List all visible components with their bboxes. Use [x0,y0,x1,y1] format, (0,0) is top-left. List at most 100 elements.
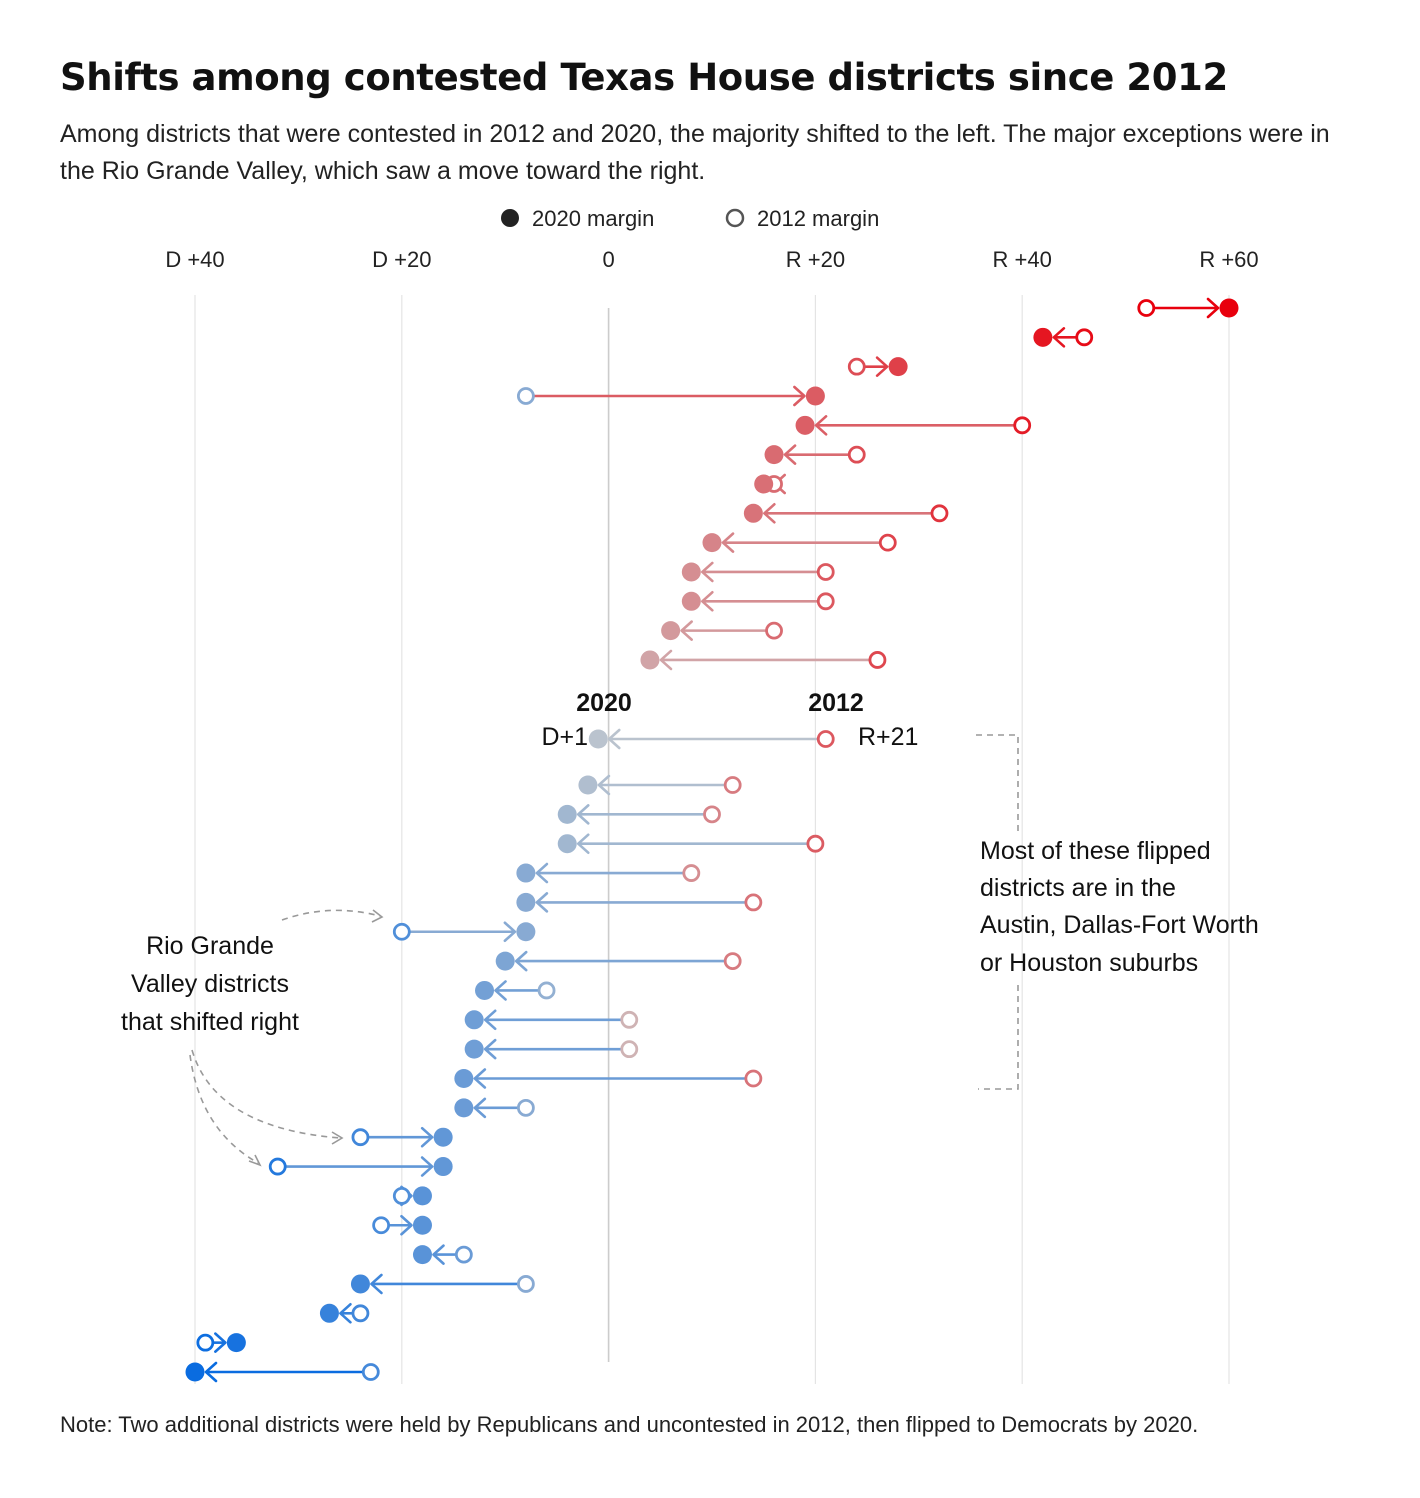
margin-2020-point-30 [412,1245,432,1265]
margin-2012-point-17 [682,864,701,882]
margin-2012-point-32 [351,1304,370,1323]
margin-2020-point-19 [516,922,536,942]
chart-title: Shifts among contested Texas House distr… [60,56,1228,99]
shift-arrowhead-14 [597,774,611,796]
shift-arrowhead-24 [473,1068,487,1089]
valley-annotation-line-2: Valley districts [131,970,289,998]
shift-arrowhead-29 [400,1214,413,1236]
margin-2012-point-4 [1013,416,1032,435]
margin-2012-point-0 [1137,299,1156,317]
margin-2020-point-5 [764,445,784,465]
margin-2020-point-2 [888,357,908,377]
margin-2020-point-33 [226,1333,246,1353]
shift-arrowhead-25 [473,1097,487,1119]
margin-2012-point-26 [351,1128,370,1147]
margin-2012-point-33 [196,1333,215,1352]
district-row-7 [743,503,949,524]
margin-2012-point-5 [847,445,866,464]
district-row-11 [661,620,783,641]
district-row-22 [464,1009,639,1031]
suburbs-annotation-line-4: or Houston suburbs [980,949,1198,977]
shift-arrowhead-15 [576,804,590,825]
margin-2012-point-10 [816,592,835,611]
district-row-12 [640,649,887,671]
margin-2012-point-2 [847,357,866,376]
shift-arrowhead-34 [204,1361,218,1383]
margin-2020-point-7 [743,503,763,523]
district-row-3 [516,385,825,407]
margin-2020-point-17 [516,863,536,883]
shift-arrowhead-0 [1206,297,1220,319]
margin-2020-point-28 [412,1186,432,1206]
district-row-6 [754,473,786,495]
district-row-33 [196,1332,246,1353]
margin-2012-point-19 [392,922,411,941]
shift-arrowhead-30 [432,1244,445,1265]
shift-arrowhead-3 [793,385,806,407]
shift-arrowhead-22 [483,1009,497,1031]
valley-annotation-line-1: Rio Grande [146,932,274,960]
shift-arrowhead-4 [814,415,828,436]
district-row-28 [392,1185,432,1207]
margin-2012-point-3 [516,387,535,405]
district-row-29 [372,1214,432,1236]
district-row-16 [557,833,825,854]
chart-note: Note: Two additional districts were held… [60,1412,1199,1437]
margin-2012-point-15 [703,805,721,824]
margin-2020-point-10 [681,591,701,611]
valley-annotation-line-3: that shifted right [121,1008,299,1036]
shift-arrowhead-11 [680,620,693,641]
key-label-2020: 2020 [576,689,632,717]
valley-arrow-upper-head [371,909,384,923]
suburbs-annotation-line-2: districts are in the [980,874,1176,902]
valley-arrow-lower [189,1054,259,1164]
margin-2012-point-29 [372,1216,391,1235]
district-row-14 [578,774,742,796]
margin-2020-point-34 [185,1362,205,1382]
shift-arrowhead-27 [420,1156,434,1177]
margin-2012-point-30 [454,1245,473,1264]
district-row-19 [392,921,536,943]
margin-2020-point-13 [588,729,608,749]
district-row-30 [412,1244,473,1265]
shift-arrowhead-31 [370,1273,383,1295]
margin-2020-point-14 [578,775,598,795]
margin-2012-point-34 [361,1363,380,1381]
valley-arrow-mid [191,1049,341,1139]
tick-label-2: 0 [602,247,614,272]
shift-arrowhead-9 [701,561,714,583]
shift-arrowhead-12 [659,649,673,671]
district-row-8 [702,532,897,553]
margin-2012-point-7 [930,504,949,523]
tick-label-3: R +20 [786,247,845,272]
margin-2012-point-13 [816,730,835,748]
district-row-27 [268,1156,453,1177]
margin-2020-point-27 [433,1157,453,1177]
suburbs-bracket [976,734,1019,1090]
legend-open-label: 2012 margin [757,206,879,231]
district-row-10 [681,591,835,612]
margin-2012-point-31 [516,1275,535,1293]
margin-2020-point-21 [475,980,495,1000]
shift-arrowhead-32 [339,1303,352,1324]
shift-arrowhead-23 [483,1038,497,1060]
margin-2020-point-23 [464,1039,484,1059]
axis-tick-labels: D +40 D +20 0 R +20 R +40 R +60 [165,247,1258,272]
margin-2020-point-22 [464,1010,484,1030]
legend-filled-label: 2020 margin [532,206,654,231]
margin-2012-point-14 [723,776,742,794]
district-row-5 [764,444,866,465]
margin-2012-point-23 [620,1040,639,1059]
chart-subtitle: Among districts that were contested in 2… [60,120,1330,185]
legend: 2020 margin 2012 margin [501,206,879,231]
margin-2020-point-29 [412,1215,432,1235]
valley-arrow-mid-head [331,1131,344,1145]
shift-arrowhead-8 [721,532,735,553]
district-row-26 [351,1126,453,1148]
key-value-2012: R+21 [858,723,918,751]
shift-arrowhead-2 [875,356,889,377]
district-row-4 [795,415,1032,436]
margin-2012-point-9 [816,563,835,581]
margin-2020-point-15 [557,804,577,824]
